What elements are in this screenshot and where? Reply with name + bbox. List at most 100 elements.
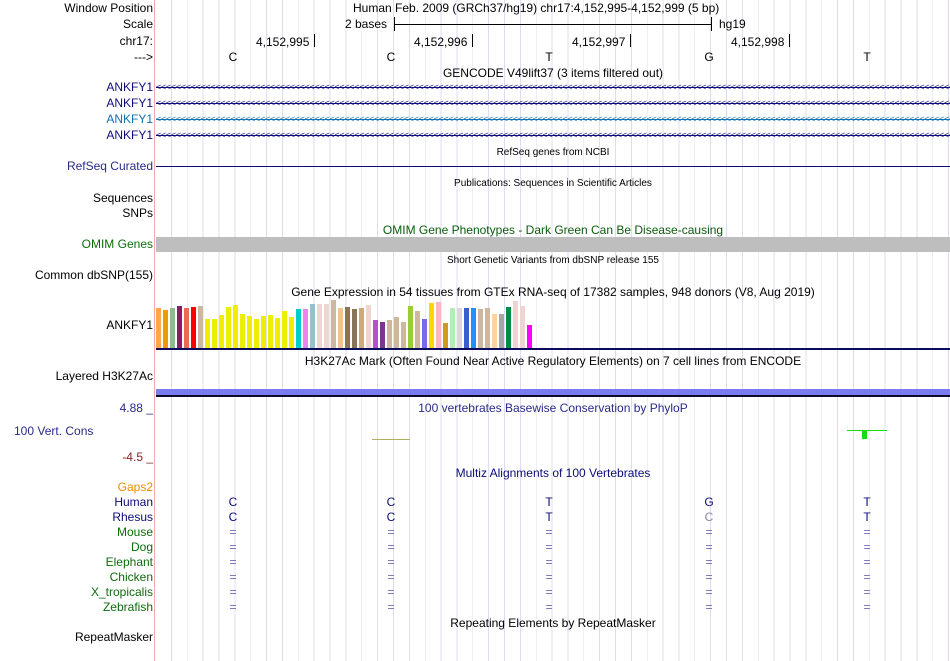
gtex-bar[interactable]: [408, 306, 413, 348]
gtex-bar[interactable]: [387, 320, 392, 348]
gtex-bar[interactable]: [429, 303, 434, 348]
gtex-bar[interactable]: [205, 319, 210, 348]
gtex-bar[interactable]: [331, 300, 336, 348]
gtex-bar[interactable]: [338, 308, 343, 348]
phylop-pos-bar: [862, 430, 867, 439]
alignment-base: =: [229, 570, 237, 584]
repeatmasker-label[interactable]: RepeatMasker: [74, 630, 153, 644]
gtex-bar[interactable]: [219, 315, 224, 348]
species-label[interactable]: X_tropicalis: [90, 585, 153, 599]
h3k27ac-title: H3K27Ac Mark (Often Found Near Active Re…: [304, 354, 802, 368]
species-label[interactable]: Dog: [130, 540, 153, 554]
gtex-bar[interactable]: [394, 317, 399, 348]
window-position[interactable]: Human Feb. 2009 (GRCh37/hg19) chr17:4,15…: [353, 1, 720, 15]
gtex-bar[interactable]: [226, 307, 231, 348]
gtex-bar[interactable]: [170, 308, 175, 348]
gene-track[interactable]: <<<<<<<<<<<<<<<<<<<<<<<<<<<<<<<<<<<<<<<<…: [156, 115, 950, 124]
gene-label[interactable]: ANKFY1: [106, 112, 153, 126]
gtex-bar[interactable]: [478, 309, 483, 348]
position-tick: [472, 34, 473, 47]
alignment-base: =: [705, 525, 713, 539]
gtex-bar[interactable]: [513, 301, 518, 348]
repeatmasker-title: Repeating Elements by RepeatMasker: [450, 616, 656, 630]
gene-label[interactable]: ANKFY1: [106, 96, 153, 110]
position-label: 4,152,998: [731, 35, 785, 49]
gtex-bar[interactable]: [401, 322, 406, 348]
gtex-bar[interactable]: [289, 317, 294, 348]
gtex-bar[interactable]: [471, 308, 476, 348]
alignment-base: =: [705, 570, 713, 584]
refseq-label[interactable]: RefSeq Curated: [66, 159, 153, 173]
gene-track[interactable]: <<<<<<<<<<<<<<<<<<<<<<<<<<<<<<<<<<<<<<<<…: [156, 83, 950, 92]
gtex-bar[interactable]: [296, 309, 301, 348]
gtex-bar[interactable]: [443, 323, 448, 348]
gtex-bar[interactable]: [527, 325, 532, 348]
h3k27ac-signal: [156, 389, 950, 395]
phylop-label[interactable]: 100 Vert. Cons: [14, 424, 94, 438]
gtex-bar[interactable]: [345, 307, 350, 348]
species-label[interactable]: Human: [114, 495, 153, 509]
gtex-bar[interactable]: [233, 305, 238, 348]
gtex-bar[interactable]: [191, 307, 196, 348]
omim-bar[interactable]: [156, 237, 950, 252]
gtex-bar[interactable]: [485, 308, 490, 348]
gtex-bar[interactable]: [499, 314, 504, 348]
gtex-bar[interactable]: [247, 316, 252, 348]
gtex-bar[interactable]: [317, 304, 322, 348]
gtex-bar[interactable]: [359, 308, 364, 348]
alignment-base: C: [228, 510, 238, 524]
gtex-bar[interactable]: [303, 309, 308, 348]
gtex-bar[interactable]: [506, 307, 511, 348]
gtex-bar[interactable]: [261, 316, 266, 348]
gtex-bar[interactable]: [415, 311, 420, 348]
gtex-bar[interactable]: [212, 319, 217, 348]
alignment-base: =: [545, 540, 553, 554]
dbsnp-label[interactable]: Common dbSNP(155): [34, 268, 153, 282]
alignment-base: =: [229, 525, 237, 539]
gtex-bar[interactable]: [163, 310, 168, 348]
gene-track[interactable]: <<<<<<<<<<<<<<<<<<<<<<<<<<<<<<<<<<<<<<<<…: [156, 131, 950, 140]
gtex-label[interactable]: ANKFY1: [106, 318, 153, 332]
gtex-bar[interactable]: [282, 311, 287, 348]
gtex-title: Gene Expression in 54 tissues from GTEx …: [291, 285, 815, 299]
alignment-base: =: [387, 600, 395, 614]
gtex-bar[interactable]: [240, 314, 245, 348]
gtex-bar[interactable]: [184, 308, 189, 348]
gtex-chart[interactable]: [156, 300, 536, 348]
gtex-bar[interactable]: [436, 302, 441, 348]
gtex-bar[interactable]: [450, 308, 455, 348]
species-label[interactable]: Mouse: [116, 525, 153, 539]
gene-track[interactable]: <<<<<<<<<<<<<<<<<<<<<<<<<<<<<<<<<<<<<<<<…: [156, 99, 950, 108]
gene-label[interactable]: ANKFY1: [106, 128, 153, 142]
omim-label[interactable]: OMIM Genes: [81, 237, 153, 251]
gtex-bar[interactable]: [366, 305, 371, 348]
gtex-bar[interactable]: [324, 304, 329, 348]
gtex-bar[interactable]: [275, 318, 280, 348]
species-label[interactable]: Elephant: [105, 555, 153, 569]
gtex-bar[interactable]: [457, 308, 462, 348]
gtex-bar[interactable]: [464, 308, 469, 348]
gtex-bar[interactable]: [520, 306, 525, 348]
alignment-base: =: [229, 600, 237, 614]
alignment-base: =: [863, 585, 871, 599]
alignment-base: =: [705, 555, 713, 569]
gtex-bar[interactable]: [352, 309, 357, 348]
h3k27ac-label[interactable]: Layered H3K27Ac: [55, 369, 153, 383]
gtex-bar[interactable]: [198, 306, 203, 348]
gene-label[interactable]: ANKFY1: [106, 80, 153, 94]
gtex-bar[interactable]: [156, 308, 161, 348]
gtex-bar[interactable]: [268, 315, 273, 348]
gtex-bar[interactable]: [422, 319, 427, 348]
pubs-title: Publications: Sequences in Scientific Ar…: [454, 178, 652, 189]
gtex-bar[interactable]: [254, 319, 259, 348]
species-label[interactable]: Rhesus: [112, 510, 153, 524]
species-label[interactable]: Zebrafish: [102, 600, 153, 614]
species-label[interactable]: Chicken: [109, 570, 153, 584]
gtex-bar[interactable]: [373, 320, 378, 348]
gtex-bar[interactable]: [380, 322, 385, 348]
snps-label[interactable]: SNPs: [122, 206, 153, 220]
pubs-label[interactable]: Sequences: [92, 191, 153, 205]
gtex-bar[interactable]: [310, 304, 315, 348]
gtex-bar[interactable]: [492, 314, 497, 348]
gtex-bar[interactable]: [177, 306, 182, 348]
